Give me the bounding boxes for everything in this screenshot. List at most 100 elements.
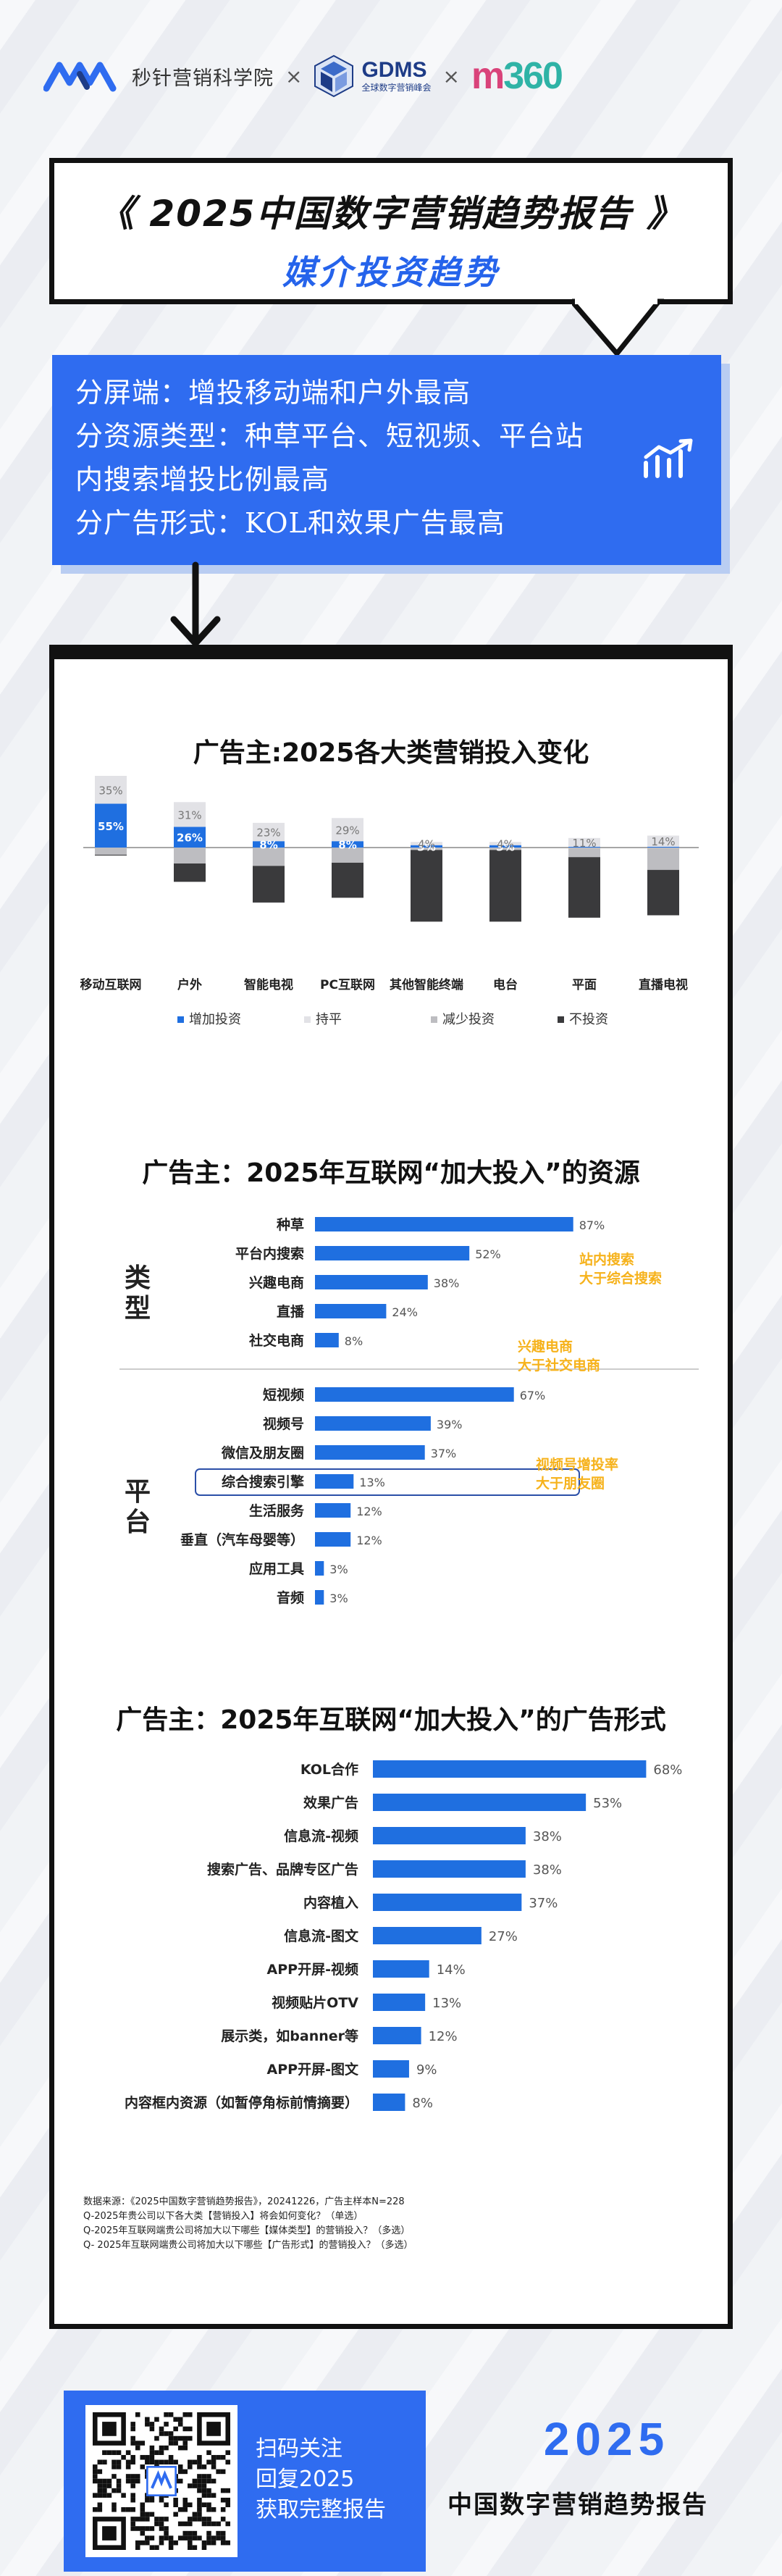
qr-module xyxy=(130,2422,135,2427)
bar xyxy=(315,1275,428,1289)
qr-module xyxy=(140,2464,146,2470)
qr-module xyxy=(145,2540,150,2546)
qr-module xyxy=(164,2445,169,2451)
bar-value: 12% xyxy=(356,1505,382,1518)
qr-module xyxy=(125,2459,131,2465)
connector-arrow xyxy=(170,561,221,648)
qr-module xyxy=(149,2454,155,2460)
qr-module xyxy=(116,2488,122,2493)
qr-module xyxy=(216,2530,221,2536)
bar-no-invest xyxy=(647,869,679,916)
qr-module xyxy=(97,2483,103,2488)
label-increase: 26% xyxy=(177,832,203,845)
qr-module xyxy=(182,2469,188,2475)
bar xyxy=(315,1387,514,1402)
qr-module xyxy=(182,2530,188,2536)
row-label: 内容框内资源（如暂停角标前情摘要） xyxy=(125,2094,358,2111)
qr-module xyxy=(182,2535,188,2541)
bar xyxy=(315,1503,351,1518)
qr-module xyxy=(164,2412,169,2417)
chart3-title: 广告主：2025年互联网“加大投入”的广告形式 xyxy=(116,1705,666,1735)
bar-decrease xyxy=(647,848,679,870)
chart1-title: 广告主:2025各大类营销投入变化 xyxy=(193,738,589,768)
qr-module xyxy=(140,2526,146,2531)
bar-increase xyxy=(568,846,600,848)
brand1-name: 秒针营销科学院 xyxy=(132,67,274,90)
row-label: 效果广告 xyxy=(303,1794,358,1811)
qr-module xyxy=(130,2459,135,2465)
qr-module xyxy=(106,2483,112,2488)
bar-flat xyxy=(647,835,679,847)
category-label: 户外 xyxy=(177,977,202,992)
row-label: 种草 xyxy=(276,1216,304,1233)
qr-module xyxy=(140,2502,146,2508)
m360-logo: m360 xyxy=(471,55,563,97)
annotation: 大于社交电商 xyxy=(518,1357,600,1373)
bar xyxy=(315,1445,425,1460)
qr-module xyxy=(201,2502,207,2508)
bar-value: 9% xyxy=(416,2062,437,2078)
qr-module xyxy=(220,2517,226,2522)
qr-module xyxy=(97,2459,103,2465)
qr-module xyxy=(159,2497,164,2503)
qr-module xyxy=(197,2512,202,2517)
label-flat: 4% xyxy=(497,838,514,851)
qr-module xyxy=(154,2450,159,2455)
qr-module xyxy=(154,2545,159,2550)
bar-increase xyxy=(332,841,363,848)
bar-increase xyxy=(253,841,285,848)
bar-increase xyxy=(95,803,127,848)
legend-label: 不投资 xyxy=(569,1012,608,1027)
bar xyxy=(315,1304,387,1318)
qr-module xyxy=(145,2517,150,2522)
gdms-subtitle: 全球数字营销峰会 xyxy=(361,82,432,93)
qr-module xyxy=(93,2469,98,2475)
qr-module xyxy=(140,2454,146,2460)
row-label: 综合搜索引擎 xyxy=(222,1473,304,1490)
qr-module xyxy=(140,2507,146,2512)
bar-increase xyxy=(174,827,206,848)
row-label: 微信及朋友圈 xyxy=(221,1444,304,1461)
qr-module xyxy=(102,2459,107,2465)
bar-flat xyxy=(174,802,206,827)
qr-module xyxy=(197,2488,202,2493)
qr-module xyxy=(177,2417,183,2422)
qr-code[interactable] xyxy=(85,2405,237,2557)
row-label: APP开屏-视频 xyxy=(267,1961,358,1978)
qr-module xyxy=(197,2497,202,2503)
qr-module xyxy=(211,2464,216,2470)
qr-module xyxy=(145,2526,150,2531)
qr-module xyxy=(164,2422,169,2427)
qr-module xyxy=(173,2441,178,2446)
bar-value: 12% xyxy=(356,1534,382,1547)
qr-module xyxy=(188,2517,193,2522)
qr-module xyxy=(173,2540,178,2546)
qr-module xyxy=(188,2483,193,2488)
qr-module xyxy=(192,2530,198,2536)
row-label: APP开屏-图文 xyxy=(267,2061,359,2078)
qr-module xyxy=(164,2517,169,2522)
qr-module xyxy=(206,2450,211,2455)
bar-no-invest xyxy=(411,850,442,922)
qr-module xyxy=(168,2435,174,2441)
footnote-line: 数据来源：《2025中国数字营销趋势报告》，20241226，广告主样本N=22… xyxy=(83,2196,405,2207)
title-bubble: 《 2025中国数字营销趋势报告 》 媒介投资趋势 xyxy=(49,158,733,304)
qr-module xyxy=(197,2483,202,2488)
qr-module xyxy=(211,2535,216,2541)
qr-module xyxy=(188,2435,193,2441)
qr-module xyxy=(197,2535,202,2541)
qr-module xyxy=(177,2507,183,2512)
qr-module xyxy=(125,2450,131,2455)
qr-module xyxy=(225,2497,230,2503)
bar-value: 53% xyxy=(593,1796,622,1811)
qr-module xyxy=(197,2502,202,2508)
bar xyxy=(373,2027,421,2044)
qr-module xyxy=(145,2454,150,2460)
qr-module xyxy=(140,2540,146,2546)
qr-module xyxy=(149,2497,155,2503)
bar-decrease xyxy=(95,848,127,855)
group-label-char: 平 xyxy=(125,1477,151,1507)
bar xyxy=(373,1894,522,1911)
qr-module xyxy=(201,2488,207,2493)
qr-module xyxy=(168,2454,174,2460)
